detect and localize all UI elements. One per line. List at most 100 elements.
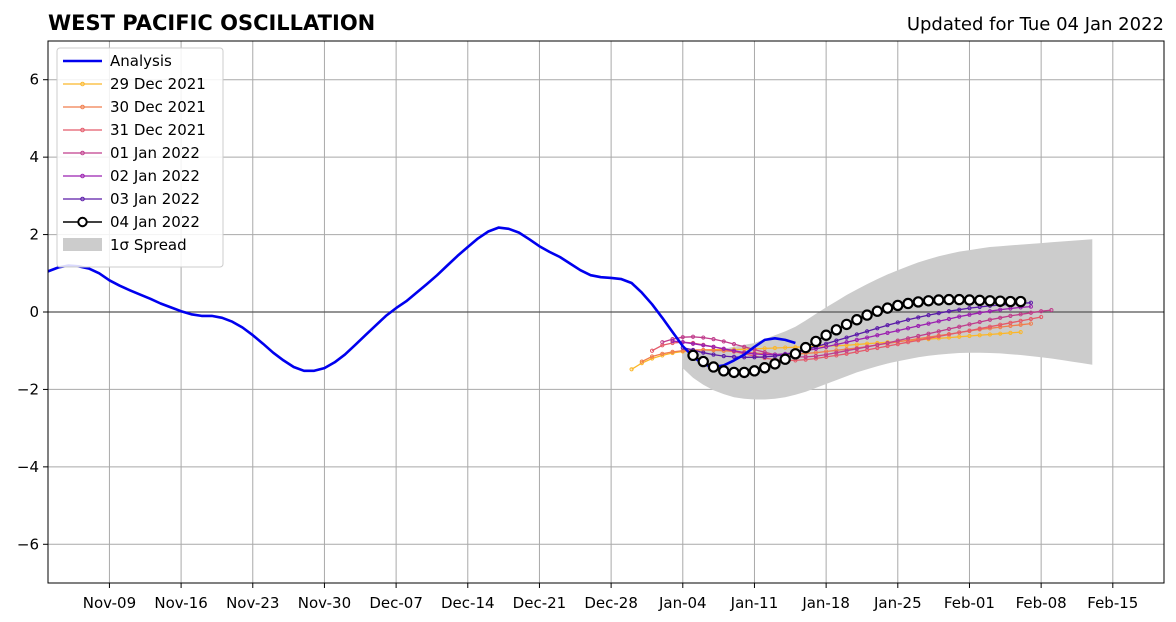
forecast-point — [977, 310, 982, 315]
forecast-point — [943, 293, 955, 306]
x-tick-label: Dec-07 — [369, 594, 423, 612]
forecast-point — [895, 328, 900, 333]
forecast-point — [813, 354, 818, 359]
y-tick-label: −4 — [17, 458, 39, 476]
forecast-point — [1008, 313, 1013, 318]
forecast-point — [871, 305, 884, 317]
forecast-point — [834, 342, 839, 347]
forecast-point — [711, 344, 716, 349]
forecast-point — [680, 335, 685, 340]
forecast-point — [711, 337, 716, 342]
x-axis-ticks: Nov-09 Nov-16 Nov-23 Nov-30 Dec-07 Dec-14 Dec-… — [83, 583, 1138, 612]
forecast-point — [998, 315, 1003, 320]
forecast-point — [936, 319, 941, 324]
forecast-point — [789, 348, 802, 360]
forecast-point — [834, 350, 839, 355]
forecast-point — [649, 354, 655, 359]
forecast-point — [687, 349, 699, 362]
forecast-point — [711, 352, 716, 357]
x-tick-label: Feb-15 — [1087, 594, 1138, 612]
forecast-line — [662, 309, 1052, 358]
forecast-point — [834, 348, 839, 353]
latest-forecast-layer — [687, 293, 1027, 379]
forecast-point — [892, 299, 904, 312]
forecast-point — [987, 324, 993, 329]
y-tick-label: 2 — [29, 226, 39, 244]
forecast-point — [1039, 314, 1044, 320]
forecast-point — [810, 335, 822, 348]
forecast-point — [926, 312, 931, 318]
forecast-point — [946, 326, 952, 332]
forecast-point — [881, 302, 894, 314]
forecast-point — [639, 359, 644, 364]
forecast-point — [629, 367, 634, 372]
forecast-point — [902, 297, 914, 310]
forecast-point — [905, 317, 911, 322]
x-tick-label: Feb-01 — [944, 594, 995, 612]
forecast-point — [998, 322, 1003, 327]
forecast-point — [1008, 330, 1013, 336]
x-tick-label: Dec-14 — [441, 594, 495, 612]
forecast-point — [936, 311, 941, 316]
forecast-point — [905, 340, 911, 345]
forecast-point — [718, 365, 730, 377]
legend-label: 03 Jan 2022 — [110, 190, 200, 208]
forecast-point — [731, 348, 737, 353]
legend-label: 04 Jan 2022 — [110, 213, 200, 231]
forecast-point — [875, 342, 880, 348]
legend-marker — [80, 104, 85, 110]
forecast-point — [885, 330, 890, 336]
forecast-point — [885, 323, 890, 328]
forecast-point — [1004, 295, 1017, 308]
forecast-point — [738, 366, 750, 379]
forecast-point — [799, 341, 812, 354]
legend-marker — [80, 127, 85, 133]
forecast-point — [926, 331, 931, 336]
forecast-point — [824, 354, 829, 360]
forecast-point — [922, 295, 935, 307]
forecast-point — [912, 296, 924, 308]
forecast-point — [957, 330, 962, 335]
forecast-point — [752, 355, 757, 360]
legend-box — [56, 47, 224, 268]
forecast-point — [875, 333, 880, 338]
forecast-point — [1028, 316, 1033, 322]
x-tick-label: Nov-09 — [83, 594, 136, 612]
forecast-point — [769, 358, 781, 370]
forecast-point — [721, 346, 726, 351]
forecast-point — [957, 324, 962, 329]
x-tick-label: Nov-16 — [154, 594, 207, 612]
analysis-line — [47, 226, 796, 373]
forecast-point — [895, 320, 900, 325]
forecast-point — [721, 354, 726, 359]
forecast-point — [1018, 322, 1023, 327]
forecast-point — [967, 333, 972, 339]
forecast-point — [987, 309, 993, 314]
forecast-point — [772, 354, 778, 359]
forecast-point — [824, 341, 829, 346]
forecast-point — [728, 366, 740, 379]
legend-swatch-spread — [63, 238, 102, 251]
forecast-point — [936, 334, 941, 339]
forecast-point — [1028, 300, 1033, 305]
analysis-layer — [47, 226, 796, 373]
forecast-point — [984, 295, 996, 307]
forecast-point — [670, 337, 675, 342]
forecast-point — [742, 344, 747, 349]
forecast-point — [933, 294, 945, 306]
forecast-point — [844, 348, 849, 353]
forecast-point — [813, 356, 818, 361]
forecast-point — [670, 349, 675, 354]
forecast-point — [840, 318, 853, 331]
forecast-point — [864, 335, 870, 340]
x-tick-label: Nov-23 — [226, 594, 279, 612]
forecast-point — [762, 350, 767, 355]
forecast-point — [844, 335, 849, 340]
forecast-point — [783, 345, 788, 350]
forecast-point — [731, 354, 737, 360]
forecast-point — [758, 362, 771, 374]
forecast-point — [987, 332, 993, 337]
legend-label: Analysis — [110, 52, 172, 70]
forecast-point — [977, 326, 982, 331]
forecast-point — [946, 316, 952, 322]
